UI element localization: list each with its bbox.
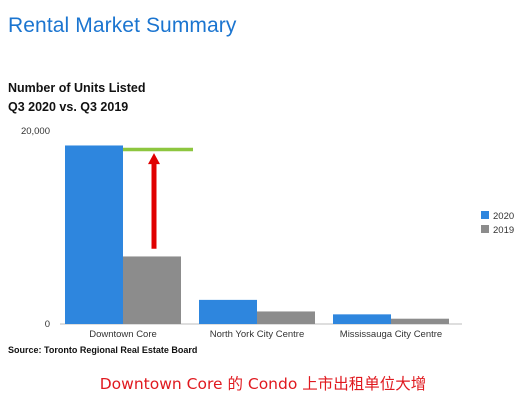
x-axis-labels: Downtown Core North York City Centre Missi… bbox=[89, 329, 442, 340]
chart-title-line1: Number of Units Listed bbox=[8, 81, 146, 95]
chart-title-line2: Q3 2020 vs. Q3 2019 bbox=[8, 100, 129, 114]
y-tick-label: 20,000 bbox=[21, 126, 50, 137]
legend-label-2020: 2020 bbox=[493, 211, 514, 222]
bar-2019-mississauga-city-centre bbox=[391, 318, 449, 324]
chart-legend: 2020 2019 bbox=[481, 211, 514, 236]
chart-bars bbox=[65, 145, 449, 324]
y-axis-labels: 20,000 0 bbox=[21, 126, 50, 330]
legend-label-2019: 2019 bbox=[493, 225, 514, 236]
bar-2019-downtown-core bbox=[123, 256, 181, 324]
chart-title: Number of Units Listed Q3 2020 vs. Q3 20… bbox=[8, 79, 146, 117]
bar-2020-north-york-city-centre bbox=[199, 299, 257, 324]
caption: Downtown Core 的 Condo 上市出租单位大增 bbox=[99, 375, 427, 393]
x-tick-label: Mississauga City Centre bbox=[340, 329, 442, 340]
legend-swatch-2020 bbox=[481, 211, 489, 219]
bar-2019-north-york-city-centre bbox=[257, 311, 315, 324]
chart-annotation bbox=[123, 147, 193, 249]
y-tick-label: 0 bbox=[45, 319, 50, 330]
page-title: Rental Market Summary bbox=[8, 14, 237, 37]
x-tick-label: Downtown Core bbox=[89, 329, 157, 340]
legend-swatch-2019 bbox=[481, 225, 489, 233]
source-note: Source: Toronto Regional Real Estate Boa… bbox=[8, 345, 198, 355]
arrow-head bbox=[148, 153, 160, 165]
x-tick-label: North York City Centre bbox=[210, 329, 305, 340]
bar-2020-downtown-core bbox=[65, 145, 123, 324]
bar-2020-mississauga-city-centre bbox=[333, 314, 391, 324]
